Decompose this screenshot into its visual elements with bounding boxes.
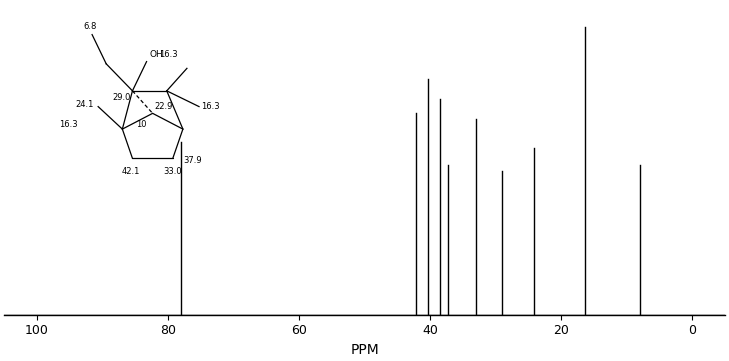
X-axis label: PPM: PPM <box>350 343 379 357</box>
